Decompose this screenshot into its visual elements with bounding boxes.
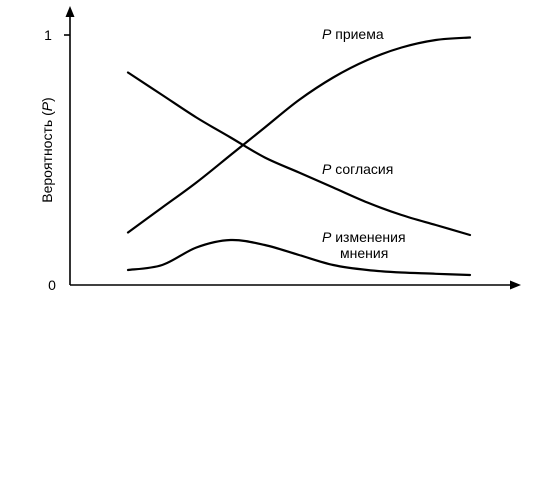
- y-axis-title-symbol: P: [39, 101, 55, 111]
- series-label-izmeneniya-symbol: P: [322, 229, 332, 245]
- y-axis-title-prefix: Вероятность (: [39, 111, 55, 203]
- series-line-soglasiya: [126, 71, 472, 237]
- series-label-priema-text: приема: [331, 26, 383, 42]
- series-label-mneniya: мнения: [340, 245, 388, 261]
- y-axis-title-suffix: ): [39, 97, 55, 102]
- series-line-izmeneniya-mneniya: [126, 238, 472, 277]
- series-label-priema: P приема: [322, 26, 384, 42]
- x-axis-arrow-icon: [510, 280, 521, 290]
- series-line-priema: [126, 36, 472, 234]
- series-label-soglasiya-text: согласия: [331, 161, 393, 177]
- y-axis-arrow-icon: [65, 6, 75, 17]
- series-label-izmeneniya: P изменения: [322, 229, 406, 245]
- y-tick-label-0: 0: [48, 277, 56, 293]
- y-tick-label-1: 1: [44, 27, 52, 43]
- series-label-soglasiya: P согласия: [322, 161, 393, 177]
- series-label-soglasiya-symbol: P: [322, 161, 332, 177]
- series-label-izmeneniya-text: изменения: [331, 229, 405, 245]
- series-label-priema-symbol: P: [322, 26, 332, 42]
- y-axis-title: Вероятность (P): [39, 97, 55, 202]
